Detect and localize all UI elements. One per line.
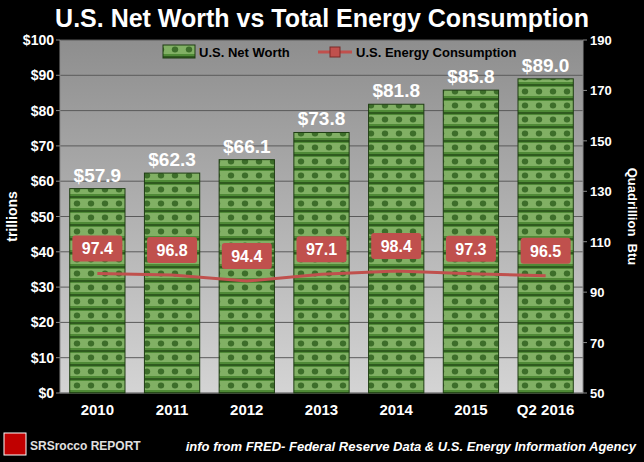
y2-tick-label: 90 [590,285,604,300]
y-tick-label: $60 [31,173,55,189]
y-tick-label: $90 [31,67,55,83]
y2-tick-label: 150 [590,134,612,149]
line [97,271,545,281]
grid-line [60,40,583,41]
line-label-box [297,236,347,262]
bar-label: $81.8 [372,80,420,101]
line-label-box [147,237,197,263]
legend-label: U.S. Energy Consumption [356,45,516,60]
x-tick-label: 2012 [230,401,263,418]
bar [518,79,573,393]
x-tick-label: 2013 [305,401,338,418]
bar [443,90,498,393]
y2-tick [583,241,587,242]
line-label: 96.5 [530,243,561,260]
line-label: 97.3 [455,241,486,258]
y-axis [60,40,61,393]
legend-marker [330,47,340,57]
line-label: 97.4 [82,240,113,257]
y-tick-label: $30 [31,279,55,295]
logo-text: SRSrocco REPORT [30,439,141,453]
bar-label: $85.8 [447,66,495,87]
y2-tick-label: 130 [590,184,612,199]
x-tick-label: 2011 [156,401,189,418]
y2-tick-label: 190 [590,33,612,48]
y-tick [56,40,60,41]
line-label: 98.4 [381,238,412,255]
bar-label: $73.8 [298,108,346,129]
logo-badge [4,433,26,455]
bar-label: $66.1 [223,136,271,157]
y-tick [56,181,60,182]
y-axis-title: trillions [4,191,20,242]
line-label-box [521,238,571,264]
bar-label: $62.3 [148,149,196,170]
y-tick [56,75,60,76]
y-tick [56,322,60,323]
y2-tick-label: 110 [590,235,611,250]
y2-tick [583,342,587,343]
line-label-box [446,236,496,262]
bar-label: $89.0 [522,55,570,76]
y2-tick [583,90,587,91]
x-tick-label: 2010 [81,401,114,418]
y2-axis-title: Quadrillion Btu [625,168,640,266]
y-tick-label: $0 [38,385,54,401]
bar [144,173,199,393]
bar [294,132,349,393]
y-tick-label: $20 [31,314,55,330]
y2-tick [583,393,587,394]
background [0,0,644,462]
y-tick-label: $80 [31,103,55,119]
line-label-box [72,235,122,261]
line-label: 96.8 [157,242,188,259]
y-tick [56,145,60,146]
y2-tick [583,140,587,141]
x-tick-label: 2015 [454,401,487,418]
source-note: info from FRED- Federal Reserve Data & U… [186,439,637,454]
line-label: 94.4 [231,248,262,265]
line-label: 97.1 [306,241,337,258]
title: U.S. Net Worth vs Total Energy Consumpti… [55,4,589,32]
plot-area [60,40,583,393]
y2-tick-label: 70 [590,336,604,351]
x-tick-label: Q2 2016 [517,401,575,418]
y-tick [56,251,60,252]
bar [70,189,125,393]
y-tick-label: $70 [31,138,55,154]
bar-label: $57.9 [74,165,122,186]
chart: $0 $10 $20 $30 $40 $50 $60 $70 $80 $90 $100 50 70 90 1… [0,0,644,462]
bar [369,104,424,393]
y-tick [56,110,60,111]
y2-tick-label: 170 [590,83,612,98]
y-tick [56,216,60,217]
x-tick-label: 2014 [380,401,414,418]
legend: U.S. Net Worth U.S. Energy Consumption [163,45,516,60]
y-tick-label: $50 [31,209,55,225]
y2-tick [583,40,587,41]
y-tick-label: $40 [31,244,55,260]
line-label-box [371,233,421,259]
grid-line [60,75,583,76]
y-tick [56,357,60,358]
bar [219,160,274,393]
legend-swatch [163,45,195,58]
line-label-box [222,243,272,269]
y2-tick-label: 50 [590,386,604,401]
y2-tick [583,191,587,192]
y-tick [56,393,60,394]
y2-tick [583,292,587,293]
y-tick-label: $100 [23,32,54,48]
y-tick-label: $10 [31,350,55,366]
y2-axis [583,40,584,393]
legend-label: U.S. Net Worth [199,45,290,60]
y-tick [56,287,60,288]
